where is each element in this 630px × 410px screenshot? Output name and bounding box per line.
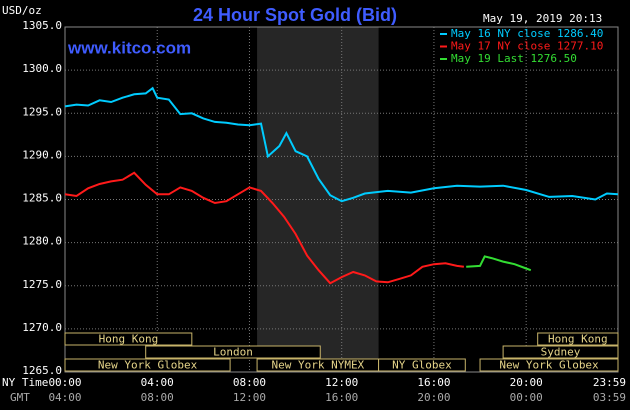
x2-tick-label: 20:00 bbox=[417, 391, 450, 404]
series-line bbox=[64, 86, 619, 203]
x-tick-label: 12:00 bbox=[325, 376, 358, 389]
y-tick-label: 1290.0 bbox=[22, 148, 62, 161]
session-label: Hong Kong bbox=[548, 333, 608, 346]
legend-label: May 19 Last 1276.50 bbox=[451, 52, 577, 65]
x-tick-label: 20:00 bbox=[510, 376, 543, 389]
session-label: New York NYMEX bbox=[271, 359, 364, 372]
x-tick-label: 23:59 bbox=[593, 376, 626, 389]
x-tick-label: 04:00 bbox=[141, 376, 174, 389]
session-box bbox=[145, 345, 321, 359]
y-tick-label: 1275.0 bbox=[22, 278, 62, 291]
x2-tick-label: 12:00 bbox=[233, 391, 266, 404]
series-line bbox=[64, 171, 465, 285]
session-label: New York Globex bbox=[98, 359, 198, 372]
series-line bbox=[466, 255, 532, 272]
session-box bbox=[479, 358, 619, 372]
x2-tick-label: 00:00 bbox=[510, 391, 543, 404]
chart-title: 24 Hour Spot Gold (Bid) bbox=[193, 5, 397, 25]
legend-label: May 17 NY close 1277.10 bbox=[451, 40, 603, 53]
session-label: London bbox=[213, 346, 253, 359]
y-axis-label: USD/oz bbox=[2, 4, 42, 17]
session-box bbox=[64, 358, 231, 372]
session-box bbox=[64, 332, 193, 346]
x2-axis-label: GMT bbox=[10, 391, 30, 404]
y-tick-label: 1285.0 bbox=[22, 192, 62, 205]
y-tick-label: 1295.0 bbox=[22, 105, 62, 118]
session-label: Hong Kong bbox=[99, 333, 159, 346]
x-tick-label: 00:00 bbox=[48, 376, 81, 389]
x-axis-label: NY Time bbox=[2, 376, 48, 389]
session-label: NY Globex bbox=[392, 359, 452, 372]
y-tick-label: 1300.0 bbox=[22, 62, 62, 75]
x2-tick-label: 03:59 bbox=[593, 391, 626, 404]
y-tick-label: 1270.0 bbox=[22, 321, 62, 334]
y-tick-label: 1280.0 bbox=[22, 235, 62, 248]
session-label: Sydney bbox=[541, 346, 581, 359]
session-box bbox=[537, 332, 619, 346]
legend-label: May 16 NY close 1286.40 bbox=[451, 27, 603, 40]
timestamp: May 19, 2019 20:13 bbox=[483, 12, 602, 25]
x2-tick-label: 16:00 bbox=[325, 391, 358, 404]
x2-tick-label: 04:00 bbox=[48, 391, 81, 404]
session-box bbox=[502, 345, 619, 359]
plot-frame bbox=[64, 26, 619, 373]
source: www.kitco.com bbox=[67, 38, 191, 57]
x-tick-label: 16:00 bbox=[417, 376, 450, 389]
y-tick-label: 1305.0 bbox=[22, 19, 62, 32]
x2-tick-label: 08:00 bbox=[141, 391, 174, 404]
session-box bbox=[378, 358, 466, 372]
session-label: New York Globex bbox=[499, 359, 599, 372]
y-tick-label: 1265.0 bbox=[22, 364, 62, 377]
x-tick-label: 08:00 bbox=[233, 376, 266, 389]
